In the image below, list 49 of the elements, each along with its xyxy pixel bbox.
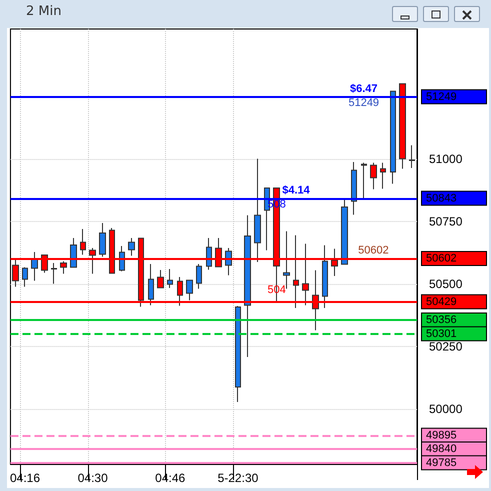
- ref-line-label: 50356: [426, 314, 457, 326]
- candlestick: [128, 238, 135, 256]
- candlestick: [80, 228, 86, 256]
- candlestick: [196, 264, 202, 290]
- candlestick: [157, 270, 164, 288]
- candlestick: [399, 83, 406, 170]
- ref-line-label: 49895: [426, 429, 457, 442]
- candlestick: [370, 162, 377, 190]
- candlestick: [361, 162, 367, 198]
- candlestick: [380, 162, 386, 190]
- candlestick: [206, 238, 212, 270]
- annotation: 50602: [358, 244, 389, 256]
- candlestick: [341, 198, 348, 266]
- annotation: 508: [267, 198, 286, 210]
- y-tick-label: 50000: [429, 402, 463, 416]
- annotation: $6.47: [350, 82, 378, 95]
- ref-line-label: 50843: [426, 192, 457, 204]
- ref-line-label: 50602: [426, 252, 457, 264]
- candlestick: [322, 244, 328, 308]
- candlestick: [70, 238, 77, 268]
- candlestick: [244, 214, 251, 358]
- x-tick-label: 04:46: [155, 471, 186, 485]
- y-tick-label: 50500: [429, 277, 463, 291]
- candlestick: [167, 268, 173, 288]
- candlestick: [264, 188, 270, 251]
- chart-title: 2 Min: [26, 4, 62, 19]
- candlestick: [51, 262, 57, 284]
- ref-line-label: 49840: [426, 443, 457, 455]
- x-tick-label: 04:16: [10, 471, 40, 485]
- candlestick: [351, 162, 357, 216]
- annotation: 51249: [348, 96, 380, 109]
- candlestick: [390, 90, 396, 184]
- candlestick: [409, 144, 415, 168]
- ref-line-label: 50301: [426, 328, 457, 340]
- y-tick-label: 50250: [429, 340, 463, 354]
- x-tick-label: 5-22:30: [218, 471, 259, 485]
- candlestick: [186, 280, 193, 301]
- candlestick: [22, 266, 28, 288]
- ref-line-label: 50429: [426, 296, 457, 308]
- annotation: $4.14: [282, 184, 311, 196]
- y-tick-label: 51000: [429, 152, 463, 166]
- candlestick: [31, 252, 38, 282]
- candlestick: [254, 158, 261, 262]
- candlestick: [148, 264, 154, 306]
- candlestick: [235, 306, 241, 402]
- ref-line-label: 49785: [426, 456, 457, 469]
- candlestick: [99, 222, 106, 258]
- y-tick-label: 50750: [429, 214, 463, 228]
- ref-line-label: 51249: [426, 90, 457, 103]
